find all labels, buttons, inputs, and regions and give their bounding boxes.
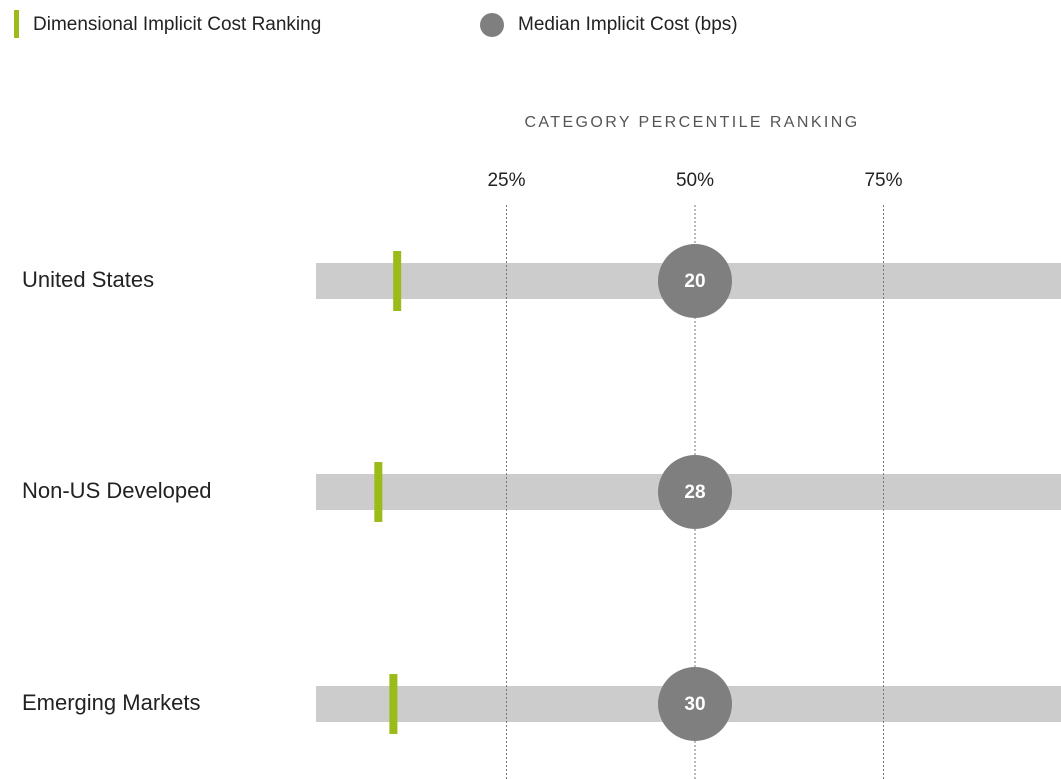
median-dot <box>658 244 732 318</box>
data-label: 28 <box>684 482 705 503</box>
category-label: Emerging Markets <box>22 690 201 715</box>
category-label: United States <box>22 267 154 292</box>
ranking-marker <box>374 462 383 522</box>
category-label: Non-US Developed <box>22 478 212 503</box>
legend-label: Median Implicit Cost (bps) <box>518 14 738 35</box>
ranking-marker <box>389 674 398 734</box>
ranking-marker <box>393 251 402 311</box>
legend-swatch <box>480 13 504 37</box>
legend-swatch <box>14 10 19 38</box>
data-label: 30 <box>684 694 705 715</box>
x-tick-label: 50% <box>676 170 714 191</box>
x-tick-label: 75% <box>864 170 902 191</box>
median-dot <box>658 455 732 529</box>
data-label: 20 <box>684 271 705 292</box>
x-tick-label: 25% <box>487 170 525 191</box>
axis-title: CATEGORY PERCENTILE RANKING <box>524 114 859 131</box>
median-dot <box>658 667 732 741</box>
legend-label: Dimensional Implicit Cost Ranking <box>33 14 321 35</box>
